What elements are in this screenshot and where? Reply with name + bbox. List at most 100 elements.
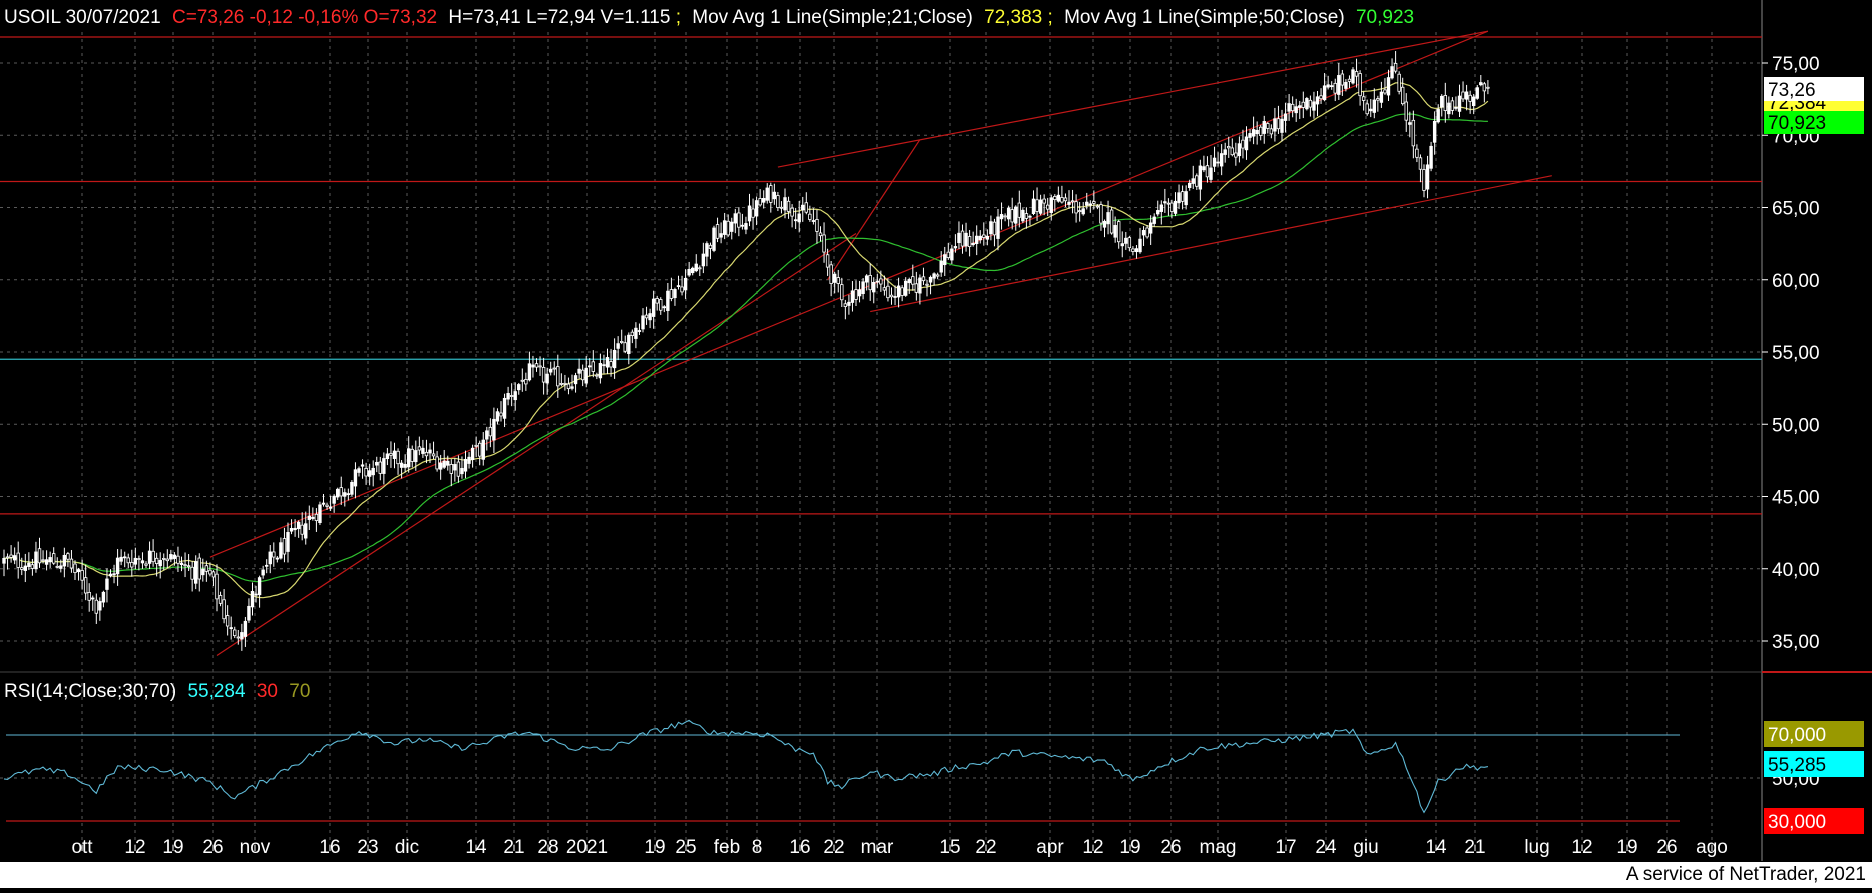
candle-body <box>982 234 986 238</box>
candle-body <box>1432 120 1437 143</box>
rsi-value-tag-bg <box>1764 751 1864 777</box>
date-tick-label: mar <box>861 837 894 858</box>
candle-body <box>588 365 592 368</box>
ma50-value: 70,923 <box>1356 7 1414 28</box>
price-tick-label: 55,00 <box>1772 343 1820 364</box>
candle-body <box>1351 69 1355 84</box>
candle-body <box>992 221 997 236</box>
candle-body <box>183 564 187 567</box>
candle-body <box>1276 118 1281 130</box>
candle-body <box>691 267 695 274</box>
candle-body <box>975 235 979 245</box>
candle-body <box>861 281 865 294</box>
candle-body <box>1124 237 1128 244</box>
candle-body <box>822 234 826 253</box>
date-tick-label: 19 <box>1616 837 1637 858</box>
candle-body <box>769 185 773 203</box>
candle-body <box>1248 133 1252 138</box>
candle-body <box>396 450 400 465</box>
candle-body <box>833 273 837 283</box>
candle-body <box>126 557 130 564</box>
candle-body <box>101 591 106 603</box>
candle-body <box>623 342 627 352</box>
candle-body <box>659 299 663 311</box>
candle-body <box>737 212 741 228</box>
candle-body <box>1170 202 1174 212</box>
candle-body <box>1290 103 1295 112</box>
candle-body <box>1454 107 1458 109</box>
date-tick-label: 21 <box>503 837 524 858</box>
candle-body <box>1401 86 1405 105</box>
overlay-lines <box>0 30 1762 656</box>
candle-body <box>1319 95 1323 100</box>
candle-body <box>818 232 823 237</box>
candle-body <box>1237 143 1242 157</box>
candle-body <box>488 426 493 437</box>
candle-body <box>946 251 950 258</box>
candle-body <box>825 254 830 268</box>
candle-body <box>1383 89 1387 94</box>
close-tag-bg <box>1764 77 1864 101</box>
candle-body <box>616 343 620 349</box>
candle-body <box>815 219 819 232</box>
candle-body <box>989 221 993 235</box>
candle-body <box>1308 99 1313 108</box>
candle-body <box>1259 126 1263 136</box>
candle-body <box>204 565 209 572</box>
candle-body <box>115 557 120 575</box>
candle-body <box>169 554 173 560</box>
candle-body <box>964 232 968 247</box>
candle-body <box>37 548 42 564</box>
rsi-label: RSI(14;Close;30;70) <box>4 681 176 702</box>
candle-body <box>1070 200 1075 203</box>
candle-body <box>1099 204 1103 224</box>
header-sep-1: ; <box>676 7 681 28</box>
candle-body <box>318 504 322 523</box>
candle-body <box>1046 204 1050 210</box>
candle-body <box>921 276 926 282</box>
candle-body <box>1436 109 1440 123</box>
date-tick-label: 2021 <box>566 837 608 858</box>
candle-body <box>715 224 720 239</box>
date-tick-label: 14 <box>465 837 487 858</box>
candles <box>2 51 1490 651</box>
candle-body <box>275 557 280 560</box>
candle-body <box>52 553 56 564</box>
candle-body <box>1262 121 1266 134</box>
candle-body <box>1411 119 1416 147</box>
candle-body <box>378 461 382 474</box>
candle-body <box>282 538 287 555</box>
candle-body <box>325 504 329 507</box>
rsi-value-tag: 55,285 <box>1768 755 1826 776</box>
candle-body <box>687 268 691 276</box>
candle-body <box>1184 191 1188 206</box>
candle-body <box>300 524 304 535</box>
candle-body <box>1028 215 1032 218</box>
candle-body <box>261 569 265 576</box>
candle-body <box>1255 129 1259 135</box>
candle-body <box>1113 225 1117 238</box>
candle-body <box>960 230 965 247</box>
date-tick-label: 22 <box>975 837 996 858</box>
candle-body <box>953 246 958 249</box>
candle-body <box>162 558 166 560</box>
candle-body <box>790 207 794 217</box>
candle-body <box>1301 101 1305 108</box>
candle-body <box>786 200 791 212</box>
candle-body <box>94 599 98 614</box>
candle-body <box>1376 98 1380 101</box>
candle-body <box>719 233 723 238</box>
candle-body <box>1443 95 1447 111</box>
date-tick-label: 15 <box>939 837 960 858</box>
grid <box>0 0 1872 861</box>
candle-body <box>971 242 975 246</box>
candle-body <box>179 562 184 566</box>
candle-body <box>286 532 290 552</box>
date-tick-label: 26 <box>1160 837 1181 858</box>
candle-body <box>485 430 489 440</box>
date-tick-label: 17 <box>1275 837 1296 858</box>
candle-body <box>421 447 425 454</box>
candle-body <box>193 561 198 584</box>
candle-body <box>293 527 297 531</box>
date-tick-label: 21 <box>1464 837 1485 858</box>
